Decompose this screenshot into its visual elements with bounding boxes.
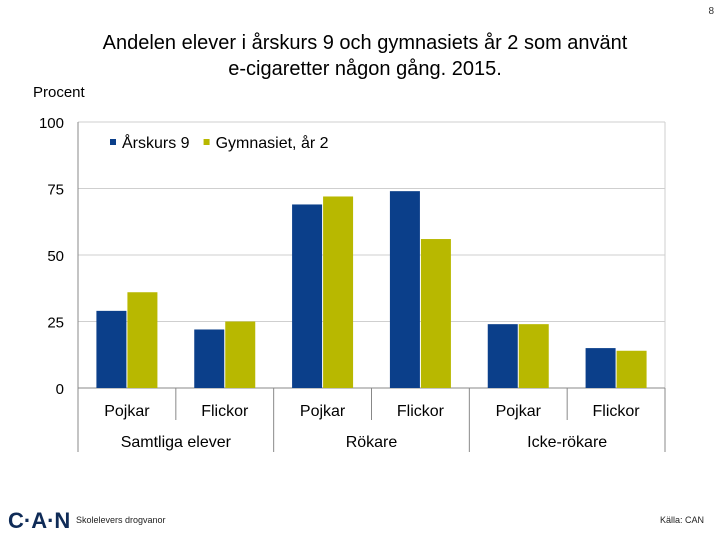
x-group-label: Rökare	[346, 434, 398, 451]
legend-swatch	[110, 139, 116, 145]
bar-gymnasiet-3	[323, 196, 354, 388]
bar-gymnasiet-4	[420, 239, 451, 388]
x-group-label: Samtliga elever	[121, 434, 232, 451]
y-tick-label: 100	[39, 115, 64, 132]
bar-gymnasiet-2	[225, 321, 256, 388]
slide-number: 8	[708, 6, 714, 17]
can-logo: C·A·N	[8, 508, 71, 533]
y-tick-label: 0	[56, 381, 64, 398]
y-tick-label: 25	[47, 315, 64, 332]
bar-arskurs9-2	[194, 329, 225, 388]
bar-gymnasiet-6	[616, 350, 647, 388]
legend-swatch	[203, 139, 210, 145]
legend-label: Gymnasiet, år 2	[216, 134, 329, 152]
x-category-label: Pojkar	[496, 403, 542, 420]
y-tick-label: 50	[47, 248, 64, 265]
y-axis-unit-label: Procent	[33, 84, 85, 101]
bar-arskurs9-6	[585, 348, 616, 388]
chart-title-line-2: e-cigaretter någon gång. 2015.	[228, 58, 502, 80]
bar-arskurs9-1	[96, 310, 127, 388]
x-group-label: Icke-rökare	[527, 434, 607, 451]
legend-label: Årskurs 9	[122, 133, 190, 152]
footer-source-series: Skolelevers drogvanor	[76, 515, 166, 525]
y-tick-label: 75	[47, 182, 64, 199]
bar-arskurs9-4	[389, 191, 420, 388]
x-category-label: Flickor	[201, 403, 249, 420]
bar-gymnasiet-5	[518, 324, 549, 388]
x-category-label: Flickor	[397, 403, 445, 420]
bar-arskurs9-3	[292, 204, 323, 388]
bar-arskurs9-5	[487, 324, 518, 388]
footer-credit: Källa: CAN	[659, 515, 704, 525]
chart-title-line-1: Andelen elever i årskurs 9 och gymnasiet…	[102, 32, 628, 54]
x-category-label: Pojkar	[104, 403, 150, 420]
x-category-label: Flickor	[593, 403, 641, 420]
x-category-label: Pojkar	[300, 403, 346, 420]
chart-title: Andelen elever i årskurs 9 och gymnasiet…	[20, 30, 710, 82]
bar-gymnasiet-1	[127, 292, 158, 388]
